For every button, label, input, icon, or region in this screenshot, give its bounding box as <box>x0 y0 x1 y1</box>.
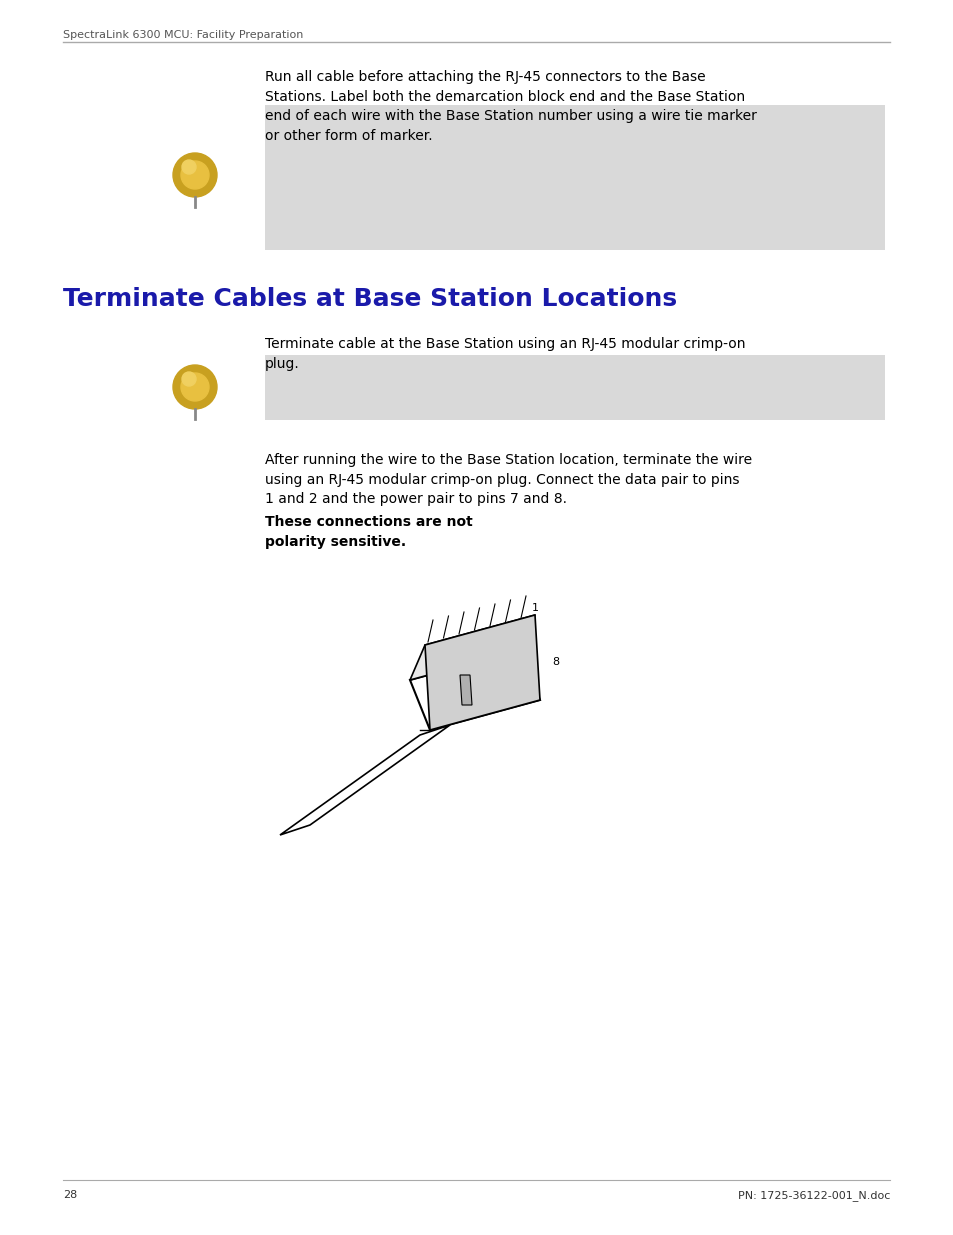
Circle shape <box>181 161 209 189</box>
Text: 8: 8 <box>552 657 558 667</box>
Polygon shape <box>459 676 472 705</box>
Text: 1: 1 <box>532 603 538 613</box>
Circle shape <box>172 153 216 198</box>
Text: SpectraLink 6300 MCU: Facility Preparation: SpectraLink 6300 MCU: Facility Preparati… <box>63 30 303 40</box>
Polygon shape <box>410 615 535 680</box>
Circle shape <box>182 161 195 174</box>
FancyBboxPatch shape <box>265 105 884 249</box>
Text: After running the wire to the Base Station location, terminate the wire
using an: After running the wire to the Base Stati… <box>265 453 751 506</box>
FancyBboxPatch shape <box>265 354 884 420</box>
Text: Terminate cable at the Base Station using an RJ-45 modular crimp-on
plug.: Terminate cable at the Base Station usin… <box>265 337 744 370</box>
Text: Run all cable before attaching the RJ-45 connectors to the Base
Stations. Label : Run all cable before attaching the RJ-45… <box>265 70 756 142</box>
Text: PN: 1725-36122-001_N.doc: PN: 1725-36122-001_N.doc <box>737 1191 889 1200</box>
Polygon shape <box>410 650 539 730</box>
Circle shape <box>182 372 195 387</box>
Polygon shape <box>280 725 450 835</box>
Text: These connections are not
polarity sensitive.: These connections are not polarity sensi… <box>265 515 473 548</box>
Text: Terminate Cables at Base Station Locations: Terminate Cables at Base Station Locatio… <box>63 287 677 311</box>
Text: 28: 28 <box>63 1191 77 1200</box>
Circle shape <box>172 366 216 409</box>
Circle shape <box>181 373 209 401</box>
Polygon shape <box>424 615 539 730</box>
